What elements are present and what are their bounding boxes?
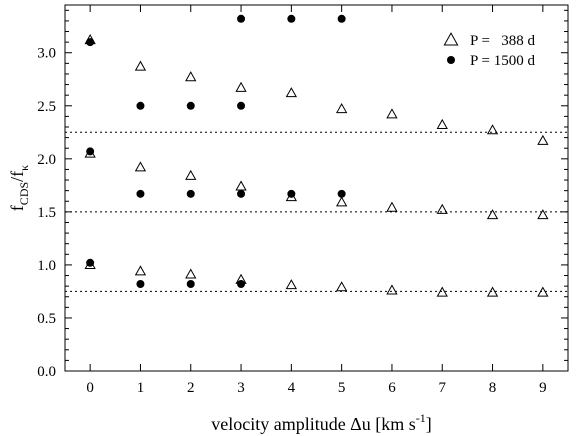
y-tick-label: 0.5 — [37, 311, 56, 327]
plot-area: 0.0 0.5 1.0 1.5 2.0 2.5 3.0 0 1 2 3 4 5 6 7 8 9 — [37, 4, 569, 396]
x-tick-label: 7 — [439, 380, 447, 396]
legend-label-388d: P = 388 d — [470, 33, 535, 49]
x-axis-title: velocity amplitude Δu [km s-1] — [211, 411, 432, 434]
x-tick-label: 4 — [288, 380, 296, 396]
circle-point — [237, 14, 246, 23]
x-tick-label: 8 — [489, 380, 497, 396]
triangle-point — [235, 180, 247, 191]
triangle-point — [335, 196, 348, 207]
triangle-point — [335, 281, 348, 292]
triangle-point — [386, 284, 398, 295]
circle-point — [237, 101, 246, 110]
circle-point — [186, 101, 195, 110]
triangle-point — [134, 161, 147, 172]
legend: P = 388 d P = 1500 d — [443, 32, 535, 69]
circle-point — [287, 14, 296, 23]
triangle-point — [537, 286, 549, 297]
data-points — [84, 14, 549, 297]
triangle-point — [486, 124, 499, 135]
triangle-point — [285, 279, 298, 290]
y-tick-label: 2.5 — [37, 99, 56, 115]
triangle-point — [386, 201, 398, 212]
circle-point — [186, 189, 195, 198]
y-axis-title: fCDS/fκ — [7, 165, 31, 211]
reference-lines — [65, 131, 568, 292]
triangle-point — [285, 87, 298, 98]
circle-point — [86, 147, 95, 156]
x-tick-label: 6 — [388, 380, 396, 396]
x-tick-label: 5 — [338, 380, 346, 396]
triangle-point — [134, 60, 147, 71]
y-tick-label: 1.0 — [37, 258, 56, 274]
y-tick-label: 3.0 — [37, 46, 56, 62]
circle-point — [86, 38, 95, 47]
triangle-point — [537, 209, 549, 220]
legend-marker-circle — [447, 56, 455, 64]
x-tick-label: 2 — [187, 380, 195, 396]
y-axis-ticks: 0.0 0.5 1.0 1.5 2.0 2.5 3.0 — [37, 9, 568, 380]
triangle-point — [235, 81, 247, 92]
triangle-point — [436, 286, 448, 297]
plot-frame — [64, 4, 569, 372]
triangle-point — [134, 265, 147, 276]
circle-point — [136, 101, 145, 110]
triangle-point — [537, 134, 549, 145]
circle-point — [287, 189, 296, 198]
circle-point — [136, 280, 145, 289]
triangle-point — [185, 268, 197, 279]
legend-label-1500d: P = 1500 d — [470, 53, 535, 69]
circle-point — [136, 189, 145, 198]
x-tick-label: 1 — [137, 380, 145, 396]
x-tick-label: 0 — [86, 380, 94, 396]
triangle-point — [335, 102, 348, 114]
triangle-point — [436, 118, 448, 129]
y-tick-label: 2.0 — [37, 152, 56, 168]
legend-marker-triangle — [443, 32, 459, 46]
triangle-point — [185, 169, 197, 180]
triangle-point — [436, 203, 448, 214]
y-tick-label: 1.5 — [37, 205, 56, 221]
triangle-point — [486, 286, 499, 297]
circle-point — [186, 280, 195, 289]
triangle-point — [386, 108, 398, 119]
triangle-point — [185, 71, 197, 82]
circle-point — [86, 258, 95, 267]
triangle-point — [486, 209, 499, 220]
circle-point — [237, 280, 246, 289]
x-tick-label: 9 — [539, 380, 547, 396]
x-axis-ticks: 0 1 2 3 4 5 6 7 8 9 — [86, 5, 547, 396]
circle-point — [237, 189, 246, 198]
circle-point — [337, 189, 346, 198]
x-tick-label: 3 — [237, 380, 245, 396]
circle-point — [337, 14, 346, 23]
y-tick-label: 0.0 — [37, 364, 56, 380]
